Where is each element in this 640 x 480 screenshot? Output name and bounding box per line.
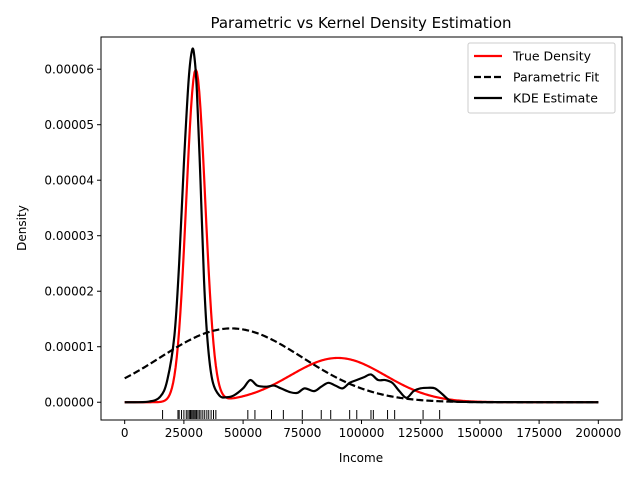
y-tick-label: 0.00004	[44, 174, 94, 188]
legend: True Density Parametric Fit KDE Estimate	[467, 42, 616, 114]
y-tick-label: 0.00003	[44, 229, 94, 243]
y-axis-label: Density	[15, 205, 29, 251]
legend-kde-estimate-label: KDE Estimate	[513, 91, 598, 106]
x-tick-label: 150000	[457, 426, 503, 440]
series-lines	[124, 47, 599, 404]
x-tick-label: 100000	[339, 426, 385, 440]
legend-true-density-label: True Density	[512, 49, 592, 64]
y-tick-label: 0.00005	[44, 118, 94, 132]
x-tick-label: 125000	[398, 426, 444, 440]
y-tick-label: 0.00000	[44, 396, 94, 410]
y-axis-ticks: 0.00000 0.00001 0.00002 0.00003 0.00004 0.000…	[44, 63, 101, 410]
rug-marks	[162, 410, 441, 419]
y-tick-label: 0.00001	[44, 340, 94, 354]
x-tick-label: 175000	[516, 426, 562, 440]
x-tick-label: 75000	[283, 426, 321, 440]
x-tick-label: 200000	[575, 426, 621, 440]
legend-box	[467, 42, 616, 114]
legend-parametric-fit-label: Parametric Fit	[513, 70, 599, 85]
x-tick-label: 25000	[165, 426, 203, 440]
chart-title: Parametric vs Kernel Density Estimation	[210, 14, 511, 32]
x-axis-label: Income	[339, 451, 383, 465]
y-tick-label: 0.00006	[44, 63, 94, 77]
y-tick-label: 0.00002	[44, 285, 94, 299]
kde-estimate-line	[124, 47, 599, 404]
x-tick-label: 50000	[224, 426, 262, 440]
x-axis-ticks: 0 25000 50000 75000 100000 125000 150000 175000…	[121, 420, 621, 440]
x-tick-label: 0	[121, 426, 129, 440]
